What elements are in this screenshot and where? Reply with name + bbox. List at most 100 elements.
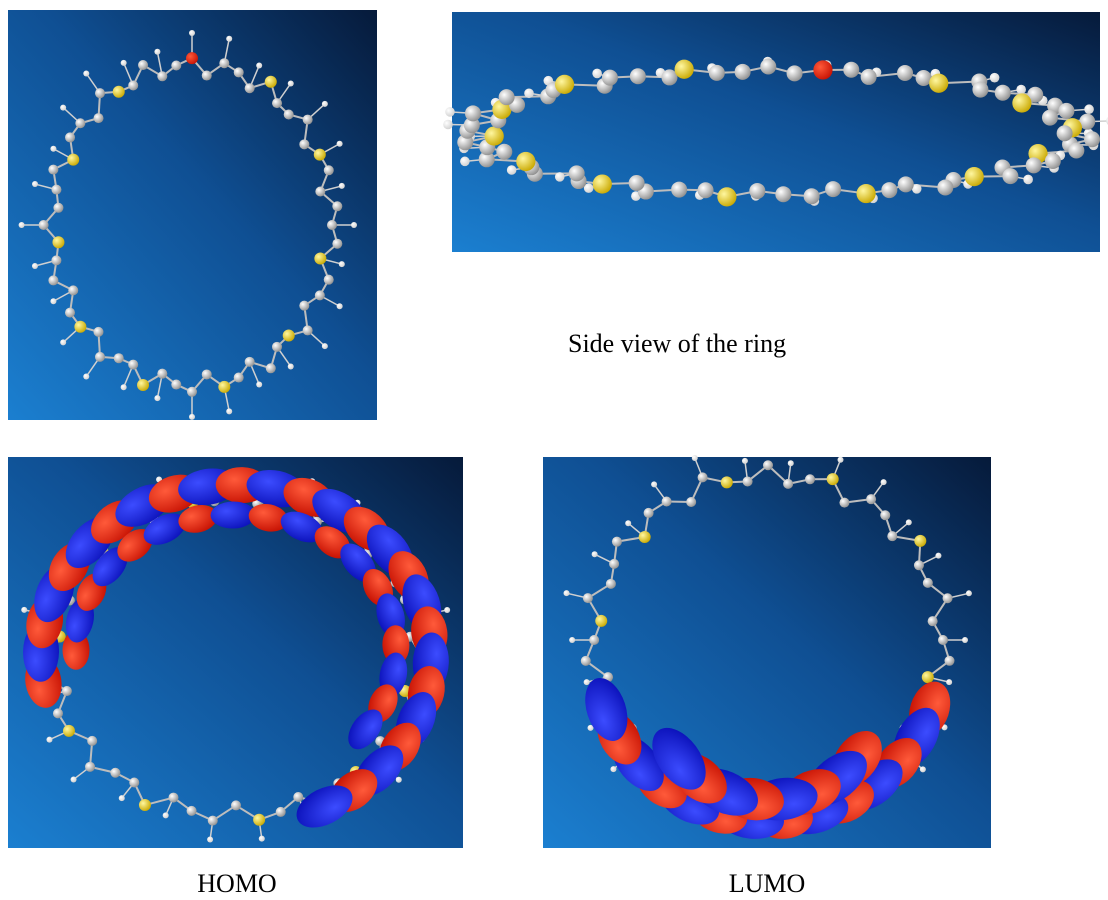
carbon-atom: [94, 113, 104, 123]
carbon-atom: [583, 593, 593, 603]
carbon-atom: [157, 71, 167, 81]
hydrogen-atom: [288, 363, 294, 369]
hydrogen-atom: [507, 165, 517, 175]
hydrogen-atom: [154, 49, 160, 55]
carbon-atom: [68, 285, 78, 295]
hydrogen-atom: [920, 766, 926, 772]
carbon-atom: [763, 460, 773, 470]
carbon-atom: [880, 510, 890, 520]
hydrogen-atom: [288, 80, 294, 86]
carbon-atom: [171, 61, 181, 71]
sulfur-atom: [186, 52, 198, 64]
carbon-atom: [138, 60, 148, 70]
sulfur-atom: [218, 381, 230, 393]
hydrogen-atom: [742, 458, 748, 464]
carbon-atom: [93, 327, 103, 337]
sulfur-atom: [856, 184, 875, 203]
page: Side view of the ring HOMO LUMO (() => {…: [0, 0, 1108, 900]
hydrogen-atom: [838, 457, 844, 463]
carbon-atom: [245, 83, 255, 93]
hydrogen-atom: [32, 263, 38, 269]
carbon-atom: [324, 165, 334, 175]
hydrogen-atom: [121, 60, 127, 66]
carbon-atom: [944, 656, 954, 666]
carbon-atom: [171, 380, 181, 390]
carbon-atom: [65, 132, 75, 142]
carbon-atom: [972, 82, 988, 98]
carbon-atom: [53, 203, 63, 213]
hydrogen-atom: [946, 679, 952, 685]
carbon-atom: [775, 186, 791, 202]
hydrogen-atom: [21, 607, 27, 613]
carbon-atom: [62, 686, 72, 696]
carbon-atom: [866, 494, 876, 504]
hydrogen-atom: [337, 303, 343, 309]
carbon-atom: [937, 179, 953, 195]
carbon-atom: [1045, 153, 1061, 169]
carbon-atom: [187, 387, 197, 397]
carbon-atom: [1042, 110, 1058, 126]
hydrogen-atom: [460, 157, 470, 167]
carbon-atom: [630, 68, 646, 84]
lumo-caption: LUMO: [729, 869, 806, 898]
carbon-atom: [612, 537, 622, 547]
hydrogen-atom: [966, 590, 972, 596]
carbon-atom: [465, 105, 481, 121]
hydrogen-atom: [226, 408, 232, 414]
carbon-atom: [787, 65, 803, 81]
hydrogen-atom: [962, 637, 968, 643]
sulfur-atom: [914, 535, 926, 547]
carbon-atom: [187, 806, 197, 816]
sulfur-atom: [265, 76, 277, 88]
carbon-atom: [128, 80, 138, 90]
carbon-atom: [662, 496, 672, 506]
carbon-atom: [1002, 168, 1018, 184]
sulfur-atom: [63, 725, 75, 737]
carbon-atom: [499, 89, 515, 105]
carbon-atom: [671, 182, 687, 198]
carbon-atom: [114, 353, 124, 363]
hydrogen-atom: [50, 146, 56, 152]
carbon-atom: [1026, 157, 1042, 173]
sulfur-atom: [314, 149, 326, 161]
sulfur-atom: [139, 799, 151, 811]
hydrogen-atom: [207, 836, 213, 842]
carbon-atom: [276, 807, 286, 817]
hydrogen-atom: [610, 766, 616, 772]
carbon-atom: [644, 508, 654, 518]
hydrogen-atom: [83, 70, 89, 76]
carbon-atom: [299, 139, 309, 149]
sulfur-atom: [52, 236, 64, 248]
carbon-atom: [943, 593, 953, 603]
carbon-atom: [1084, 131, 1100, 147]
panel-side-view: [452, 12, 1100, 252]
carbon-atom: [698, 472, 708, 482]
sulfur-atom: [675, 60, 694, 79]
carbon-atom: [231, 800, 241, 810]
hydrogen-atom: [339, 261, 345, 267]
carbon-atom: [51, 185, 61, 195]
sulfur-atom: [717, 187, 736, 206]
carbon-atom: [95, 352, 105, 362]
sulfur-atom: [595, 615, 607, 627]
carbon-atom: [299, 301, 309, 311]
hydrogen-atom: [256, 63, 262, 69]
hydrogen-atom: [50, 298, 56, 304]
carbon-atom: [914, 560, 924, 570]
carbon-atom: [629, 175, 645, 191]
figure: Side view of the ring HOMO LUMO: [0, 0, 1108, 900]
carbon-atom: [496, 144, 512, 160]
hydrogen-atom: [524, 88, 534, 98]
carbon-atom: [923, 578, 933, 588]
hydrogen-atom: [1016, 85, 1026, 95]
hydrogen-atom: [935, 553, 941, 559]
carbon-atom: [686, 497, 696, 507]
hydrogen-atom: [121, 384, 127, 390]
carbon-atom: [805, 474, 815, 484]
hydrogen-atom: [906, 519, 912, 525]
carbon-atom: [938, 635, 948, 645]
carbon-atom: [202, 71, 212, 81]
hydrogen-atom: [396, 777, 402, 783]
sulfur-atom: [593, 174, 612, 193]
hydrogen-atom: [592, 69, 602, 79]
